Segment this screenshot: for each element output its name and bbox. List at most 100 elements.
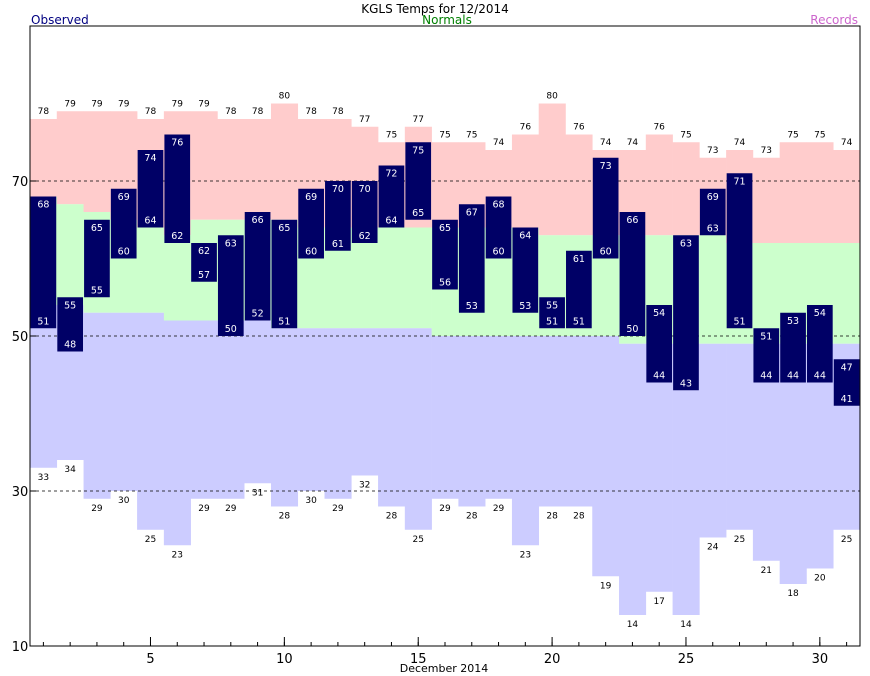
record-high-label: 75 [680, 130, 691, 140]
record-low-label: 23 [172, 550, 183, 560]
record-high-label: 74 [734, 138, 746, 148]
observed-high-label: 72 [385, 169, 397, 180]
record-low-label: 28 [466, 512, 478, 522]
observed-bar [405, 142, 432, 220]
record-low-band [431, 336, 459, 499]
record-low-band [324, 328, 352, 499]
record-low-label: 18 [787, 589, 799, 599]
observed-low-label: 51 [546, 316, 558, 327]
record-low-band [137, 312, 165, 530]
observed-high-label: 69 [118, 192, 130, 203]
observed-bar [84, 219, 110, 298]
record-high-label: 78 [225, 107, 237, 117]
normal-range-band [56, 204, 84, 305]
record-high-band [217, 119, 245, 220]
record-high-label: 76 [520, 123, 532, 133]
record-low-label: 29 [198, 504, 210, 514]
observed-low-label: 43 [680, 378, 692, 389]
record-low-label: 19 [600, 581, 612, 591]
record-low-label: 14 [627, 620, 639, 630]
record-high-label: 78 [332, 107, 344, 117]
observed-bar [806, 305, 833, 383]
record-high-band [565, 134, 593, 236]
record-low-label: 14 [680, 620, 692, 630]
observed-low-label: 51 [37, 316, 49, 327]
observed-low-label: 44 [760, 371, 772, 382]
record-high-band [270, 103, 299, 220]
record-high-label: 80 [546, 92, 558, 102]
observed-low-label: 60 [600, 247, 612, 258]
observed-low-label: 51 [278, 316, 290, 327]
observed-high-label: 65 [439, 223, 451, 234]
observed-high-label: 54 [814, 308, 826, 319]
observed-high-label: 55 [64, 300, 76, 311]
observed-low-label: 57 [198, 270, 210, 281]
observed-high-label: 75 [412, 145, 424, 156]
record-low-label: 28 [573, 512, 585, 522]
observed-bar [726, 173, 753, 329]
record-low-band [217, 320, 245, 499]
record-high-band [190, 111, 218, 220]
observed-bar [325, 181, 351, 251]
observed-low-label: 61 [332, 239, 344, 250]
record-low-band [351, 328, 379, 476]
record-low-label: 28 [279, 512, 291, 522]
record-high-label: 77 [359, 115, 370, 125]
legend-normals: Normals [422, 13, 472, 27]
record-high-label: 75 [386, 130, 397, 140]
observed-bar [378, 165, 405, 228]
record-low-band [645, 343, 673, 592]
observed-low-label: 56 [439, 278, 451, 289]
record-low-label: 24 [707, 543, 719, 553]
normal-range-band [752, 243, 780, 344]
x-tick-label: 10 [276, 652, 293, 667]
observed-high-label: 63 [680, 238, 692, 249]
observed-low-label: 50 [626, 324, 638, 335]
record-high-label: 74 [841, 138, 853, 148]
record-high-label: 78 [38, 107, 50, 117]
observed-high-label: 69 [305, 192, 317, 203]
observed-bar [699, 188, 726, 236]
normal-range-band [163, 235, 191, 321]
record-high-label: 76 [653, 123, 665, 133]
observed-bar [298, 188, 324, 259]
record-high-label: 79 [118, 99, 130, 109]
record-low-label: 29 [225, 504, 237, 514]
legend-observed: Observed [31, 13, 89, 27]
record-high-label: 79 [91, 99, 103, 109]
observed-low-label: 41 [841, 394, 853, 405]
record-low-band [458, 336, 486, 507]
x-tick-label: 5 [146, 652, 154, 667]
record-low-band [404, 328, 432, 530]
record-low-label: 25 [412, 535, 423, 545]
record-high-band [538, 103, 566, 236]
observed-bar [217, 235, 244, 336]
record-high-label: 74 [493, 138, 505, 148]
observed-high-label: 62 [198, 246, 210, 257]
observed-high-label: 65 [91, 223, 103, 234]
record-low-band [110, 312, 138, 491]
observed-bar [164, 134, 191, 243]
record-high-label: 79 [64, 99, 76, 109]
record-high-label: 74 [600, 138, 612, 148]
record-high-band [83, 111, 111, 212]
observed-bar [512, 227, 539, 313]
record-low-label: 29 [439, 504, 451, 514]
record-high-band [672, 142, 700, 236]
record-low-label: 32 [359, 481, 370, 491]
record-high-band [56, 111, 84, 205]
record-low-band [779, 343, 807, 584]
observed-high-label: 53 [787, 316, 799, 327]
observed-low-label: 55 [91, 285, 103, 296]
record-low-band [270, 328, 299, 507]
record-high-band [645, 134, 673, 236]
record-high-label: 78 [252, 107, 264, 117]
observed-bar [110, 188, 137, 259]
record-low-band [163, 320, 191, 546]
y-tick-label: 50 [12, 330, 29, 345]
x-tick-label: 25 [678, 652, 695, 667]
record-low-band [190, 320, 218, 499]
record-low-band [378, 328, 406, 507]
y-tick-label: 10 [12, 640, 29, 655]
